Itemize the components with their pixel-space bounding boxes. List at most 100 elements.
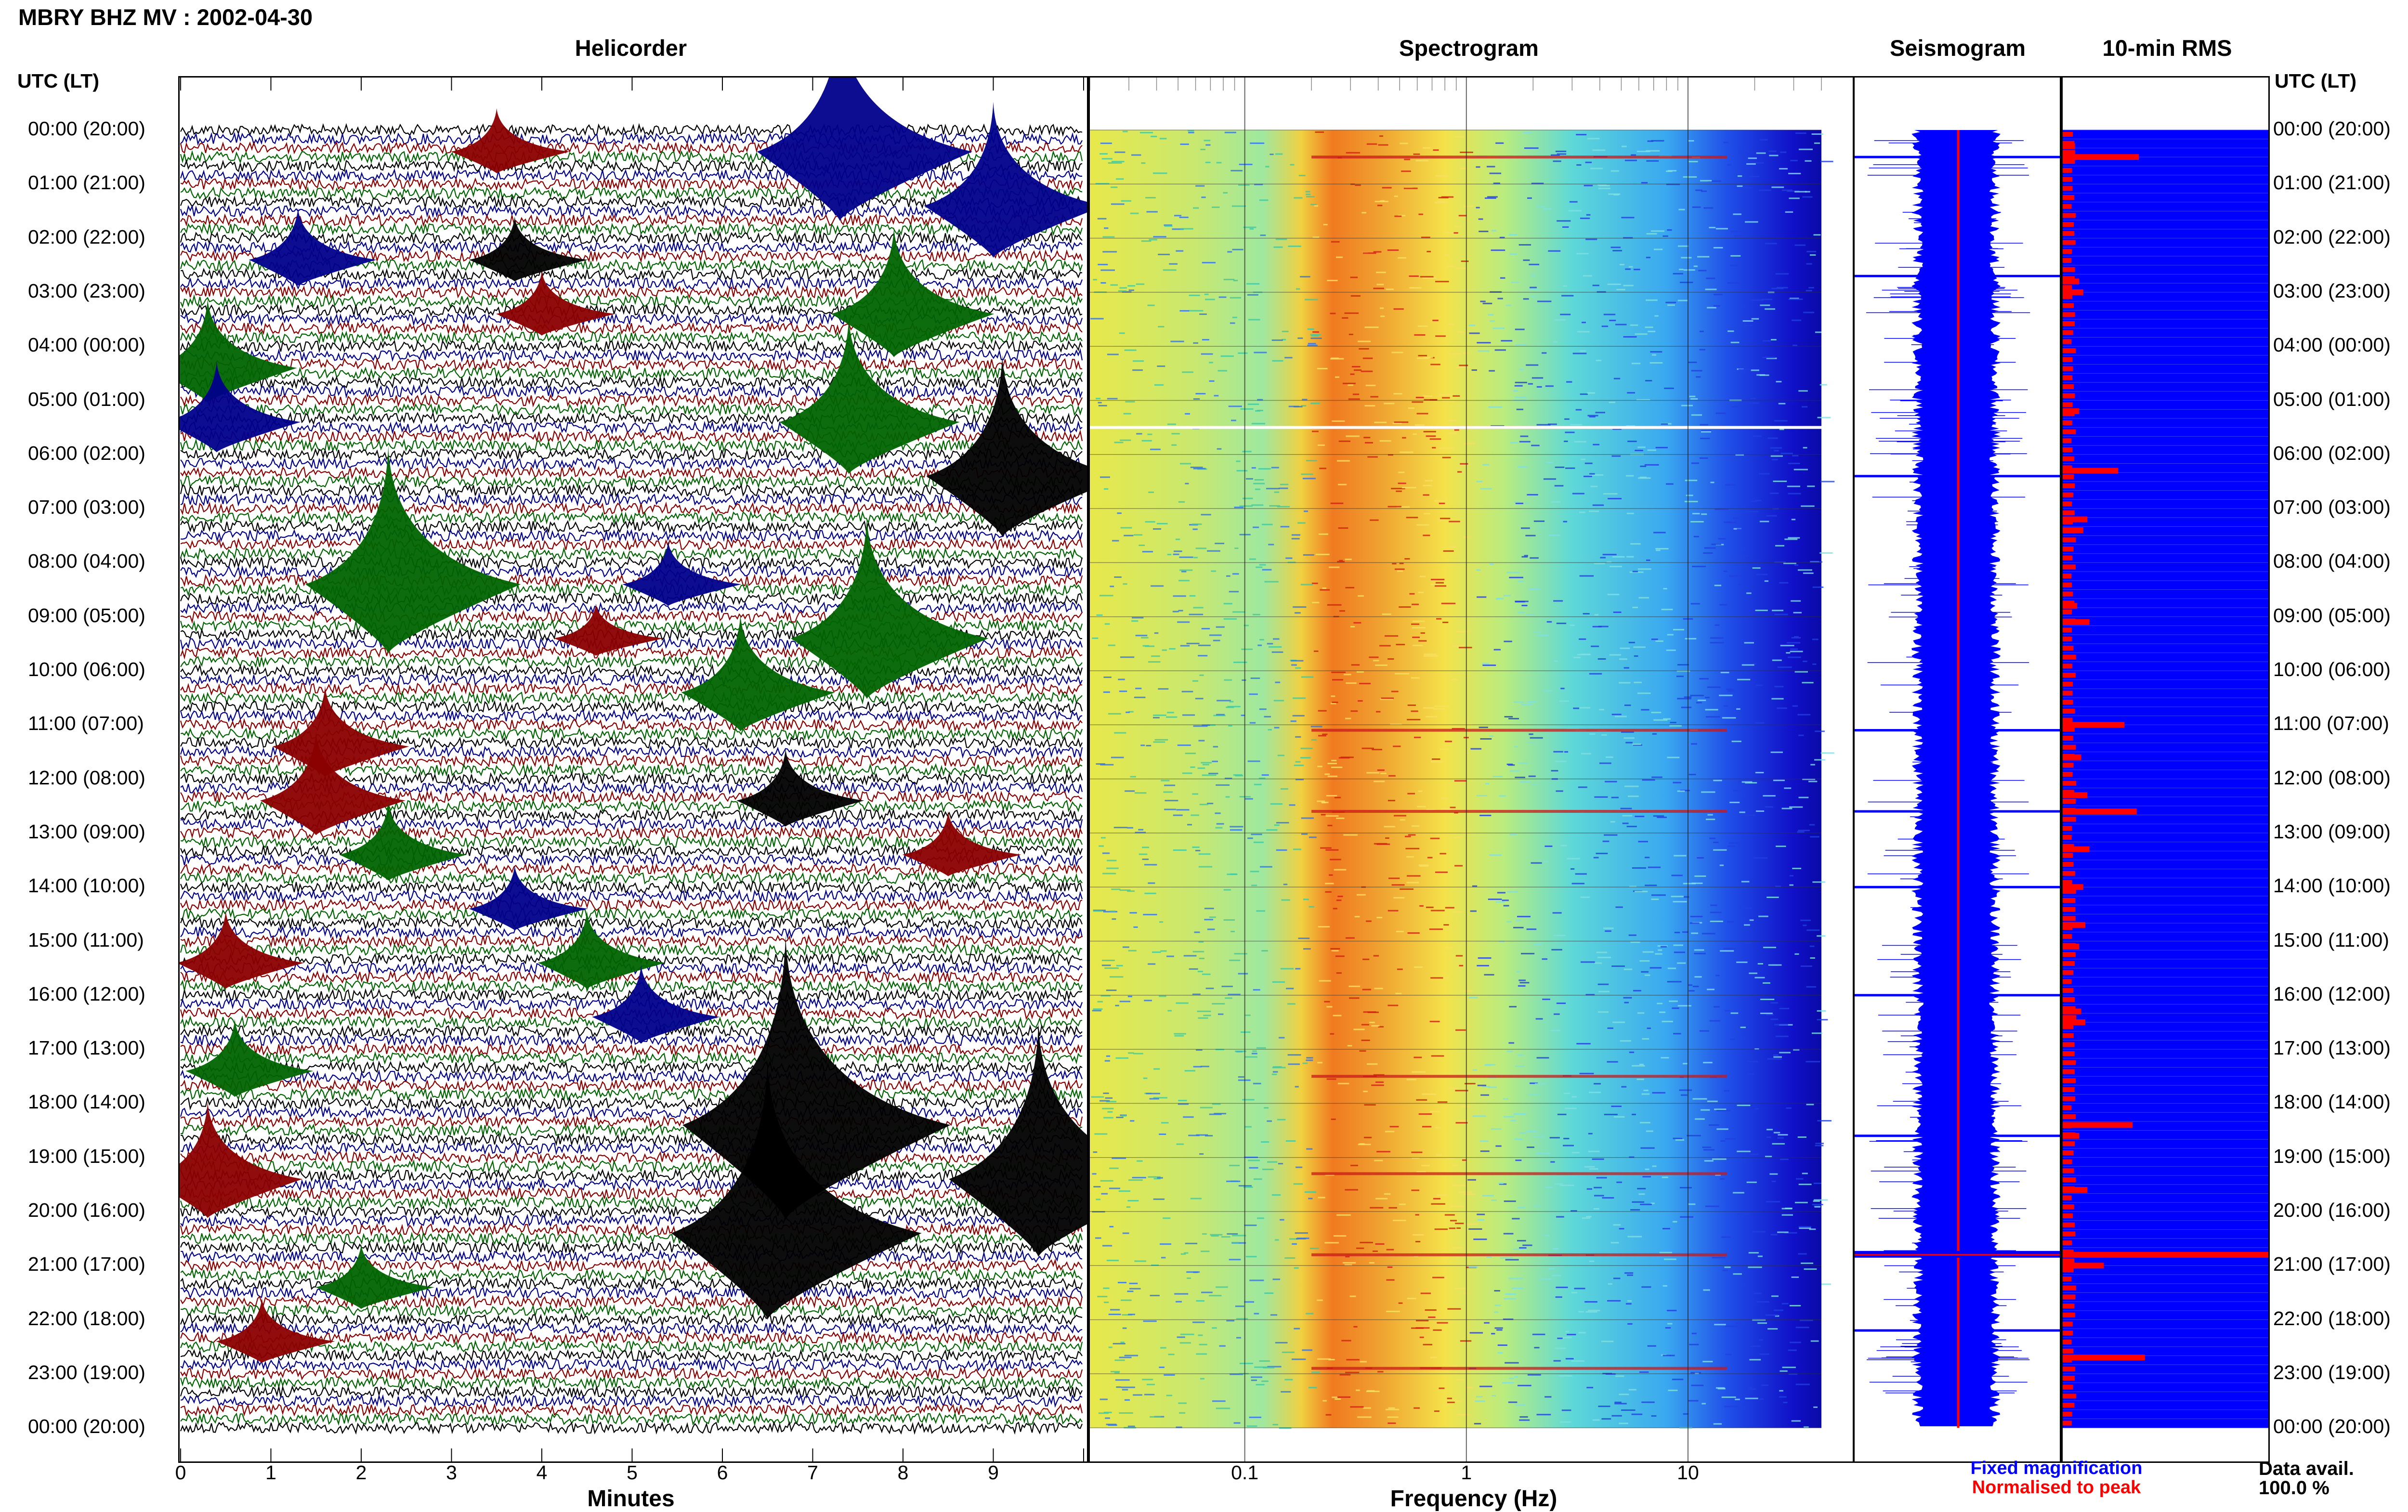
spectrogram-speckle [1503, 595, 1511, 597]
spectrogram-speckle [1385, 635, 1399, 637]
spectrogram-speckle [1376, 272, 1386, 274]
spectrogram-speckle [1106, 1101, 1116, 1103]
spectrogram-speckle [1216, 1286, 1228, 1288]
helicorder-trace [180, 1411, 1083, 1426]
spectrogram-speckle [1702, 933, 1715, 935]
spectrogram-speckle [1189, 294, 1200, 296]
rms-bar-small [2063, 285, 2072, 290]
spectrogram-speckle [1805, 191, 1810, 193]
spectrogram-speckle [1514, 501, 1520, 503]
spectrogram-speckle [1748, 1387, 1753, 1389]
helicorder-event [924, 102, 1088, 258]
spectrogram-speckle [1519, 781, 1531, 783]
spectrogram-speckle [1193, 607, 1204, 609]
spectrogram-speckle [1385, 1131, 1395, 1133]
spectrogram-speckle [1619, 658, 1627, 660]
spectrogram-speckle [1791, 637, 1801, 639]
spectrogram-speckle [1597, 658, 1606, 660]
spectrogram-speckle [1632, 1113, 1636, 1115]
spectrogram-x-tick: 0.1 [1231, 1461, 1259, 1484]
spectrogram-speckle [1425, 716, 1438, 717]
spectrogram-speckle [1317, 367, 1328, 369]
spectrogram-speckle [1193, 1271, 1198, 1273]
spectrogram-speckle [1110, 586, 1114, 587]
spectrogram-speckle [1809, 1228, 1816, 1230]
spectrogram-speckle [1581, 753, 1591, 755]
spectrogram-speckle [1502, 1382, 1514, 1384]
spectrogram-speckle [1793, 469, 1808, 470]
spectrogram-speckle [1345, 1189, 1359, 1191]
spectrogram-speckle [1353, 1029, 1365, 1030]
spectrogram-speckle [1098, 402, 1102, 404]
spectrogram-speckle [1194, 931, 1200, 933]
spectrogram-speckle [1433, 708, 1445, 710]
spectrogram-speckle [1717, 1388, 1726, 1390]
spectrogram-speckle [1432, 319, 1439, 321]
spectrogram-speckle [1720, 1178, 1725, 1180]
spectrogram-speckle [1214, 395, 1219, 397]
spectrogram-speckle [1621, 1086, 1627, 1088]
spectrogram-speckle [1261, 1380, 1269, 1382]
spectrogram-speckle [1291, 538, 1300, 540]
rms-bar-small [2063, 1087, 2075, 1092]
spectrogram-x-label: Frequency (Hz) [1390, 1486, 1557, 1512]
spectrogram-speckle [1422, 277, 1437, 279]
spectrogram-speckle [1224, 131, 1236, 133]
spectrogram-speckle [1303, 554, 1314, 556]
spectrogram-speckle [1275, 153, 1283, 155]
spectrogram-speckle [1459, 365, 1468, 366]
spectrogram-speckle [1780, 151, 1787, 153]
spectrogram-speckle [1209, 362, 1213, 364]
spectrogram-speckle [1770, 751, 1783, 753]
spectrogram-speckle [1699, 349, 1705, 351]
spectrogram-speckle [1277, 506, 1290, 508]
helicorder-event [736, 748, 864, 827]
spectrogram-speckle [1272, 1067, 1286, 1069]
spectrogram-speckle [1638, 841, 1648, 843]
spectrogram-speckle [1369, 1262, 1374, 1264]
spectrogram-speckle [1436, 175, 1448, 177]
spectrogram-speckle [1549, 1137, 1560, 1139]
spectrogram-speckle [1407, 875, 1421, 877]
spectrogram-speckle [1533, 631, 1542, 633]
spectrogram-speckle [1160, 1347, 1166, 1349]
spectrogram-speckle [1325, 1414, 1332, 1416]
spectrogram-speckle [1707, 814, 1713, 816]
helicorder-x-tick: 8 [897, 1461, 909, 1484]
spectrogram-speckle [1362, 357, 1373, 359]
spectrogram-speckle [1192, 993, 1201, 995]
spectrogram-speckle [1745, 221, 1758, 223]
spectrogram-speckle [1601, 1341, 1614, 1343]
spectrogram-speckle [1681, 404, 1693, 406]
spectrogram-speckle [1798, 1226, 1811, 1228]
spectrogram-speckle [1778, 403, 1786, 404]
spectrogram-speckle [1106, 867, 1119, 869]
spectrogram-speckle [1386, 1279, 1395, 1281]
spectrogram-speckle [1605, 930, 1611, 932]
spectrogram-speckle [1093, 1186, 1101, 1188]
spectrogram-speckle [1499, 236, 1505, 238]
spectrogram-speckle [1564, 1093, 1570, 1095]
spectrogram-speckle [1330, 703, 1336, 704]
spectrogram-speckle [1665, 301, 1676, 303]
spectrogram-speckle [1243, 1186, 1253, 1188]
helicorder-event [592, 965, 720, 1043]
spectrogram-speckle [1213, 746, 1218, 748]
spectrogram-speckle [1350, 373, 1355, 375]
spectrogram-speckle [1759, 1339, 1763, 1341]
spectrogram-speckle [1201, 628, 1210, 630]
spectrogram-speckle [1437, 1194, 1447, 1196]
spectrogram-speckle [1624, 785, 1639, 787]
rms-bar-small [2063, 681, 2073, 687]
time-label-left: 18:00 (14:00) [28, 1091, 145, 1113]
spectrogram-speckle [1235, 1305, 1244, 1307]
helicorder-trace [180, 222, 1083, 236]
spectrogram-speckle [1275, 681, 1281, 683]
spectrogram-speckle [1671, 896, 1684, 898]
spectrogram-speckle [1515, 344, 1527, 346]
helicorder-event [178, 1101, 303, 1218]
spectrogram-speckle [1637, 446, 1646, 448]
spectrogram-speckle [1324, 1001, 1330, 1003]
spectrogram-speckle [1755, 810, 1765, 812]
spectrogram-speckle [1754, 499, 1762, 501]
